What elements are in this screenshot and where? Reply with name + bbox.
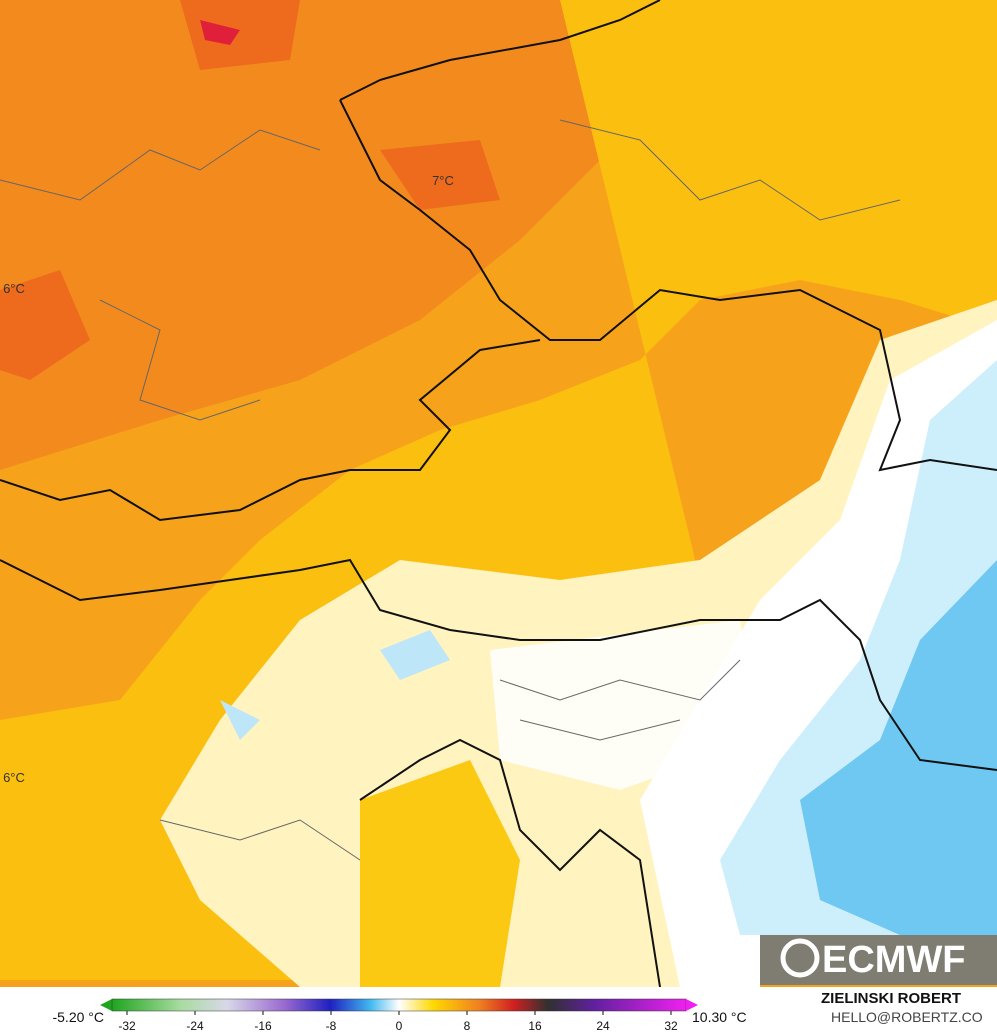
regions xyxy=(0,119,901,861)
colorbar-tick-label: 32 xyxy=(664,1019,678,1033)
max-label: 10.30 °C xyxy=(692,1009,747,1025)
author: ZIELINSKI ROBERT xyxy=(821,990,961,1007)
email: HELLO@ROBERTZ.CO xyxy=(831,1009,983,1025)
colorbar-end xyxy=(686,999,698,1011)
map-label: 6°C xyxy=(3,281,25,296)
map: 7°C 6°C 6°C ECMWF xyxy=(0,0,997,988)
warm-area xyxy=(380,140,500,210)
warm-area xyxy=(0,0,700,470)
colorbar-bar xyxy=(111,998,687,1012)
min-label: -5.20 °C xyxy=(52,1009,104,1025)
colorbar-tick-label: 16 xyxy=(528,1019,542,1033)
colorbar-end xyxy=(100,999,112,1011)
hot-spot xyxy=(200,20,240,45)
warm-area xyxy=(180,0,300,70)
colorbar-tick-label: 0 xyxy=(396,1019,403,1033)
colorbar-tick-label: -24 xyxy=(186,1019,204,1033)
colorbar-tick-label: 24 xyxy=(596,1019,610,1033)
map-label: 7°C xyxy=(432,173,454,188)
logo-text: ECMWF xyxy=(822,939,966,981)
colorbar-tick-label: -32 xyxy=(118,1019,136,1033)
yellow-area xyxy=(360,760,520,987)
borders xyxy=(0,0,997,988)
warm-area xyxy=(0,270,90,380)
neutral-area xyxy=(490,620,760,790)
colorbar-tick-label: 8 xyxy=(464,1019,471,1033)
colorbar-tick-label: -16 xyxy=(254,1019,272,1033)
cool-area xyxy=(220,630,450,740)
colorbar xyxy=(100,998,698,1012)
map-label: 6°C xyxy=(3,770,25,785)
cold-area xyxy=(800,560,997,935)
logo-icon xyxy=(780,938,820,978)
colorbar-tick-label: -8 xyxy=(326,1019,337,1033)
